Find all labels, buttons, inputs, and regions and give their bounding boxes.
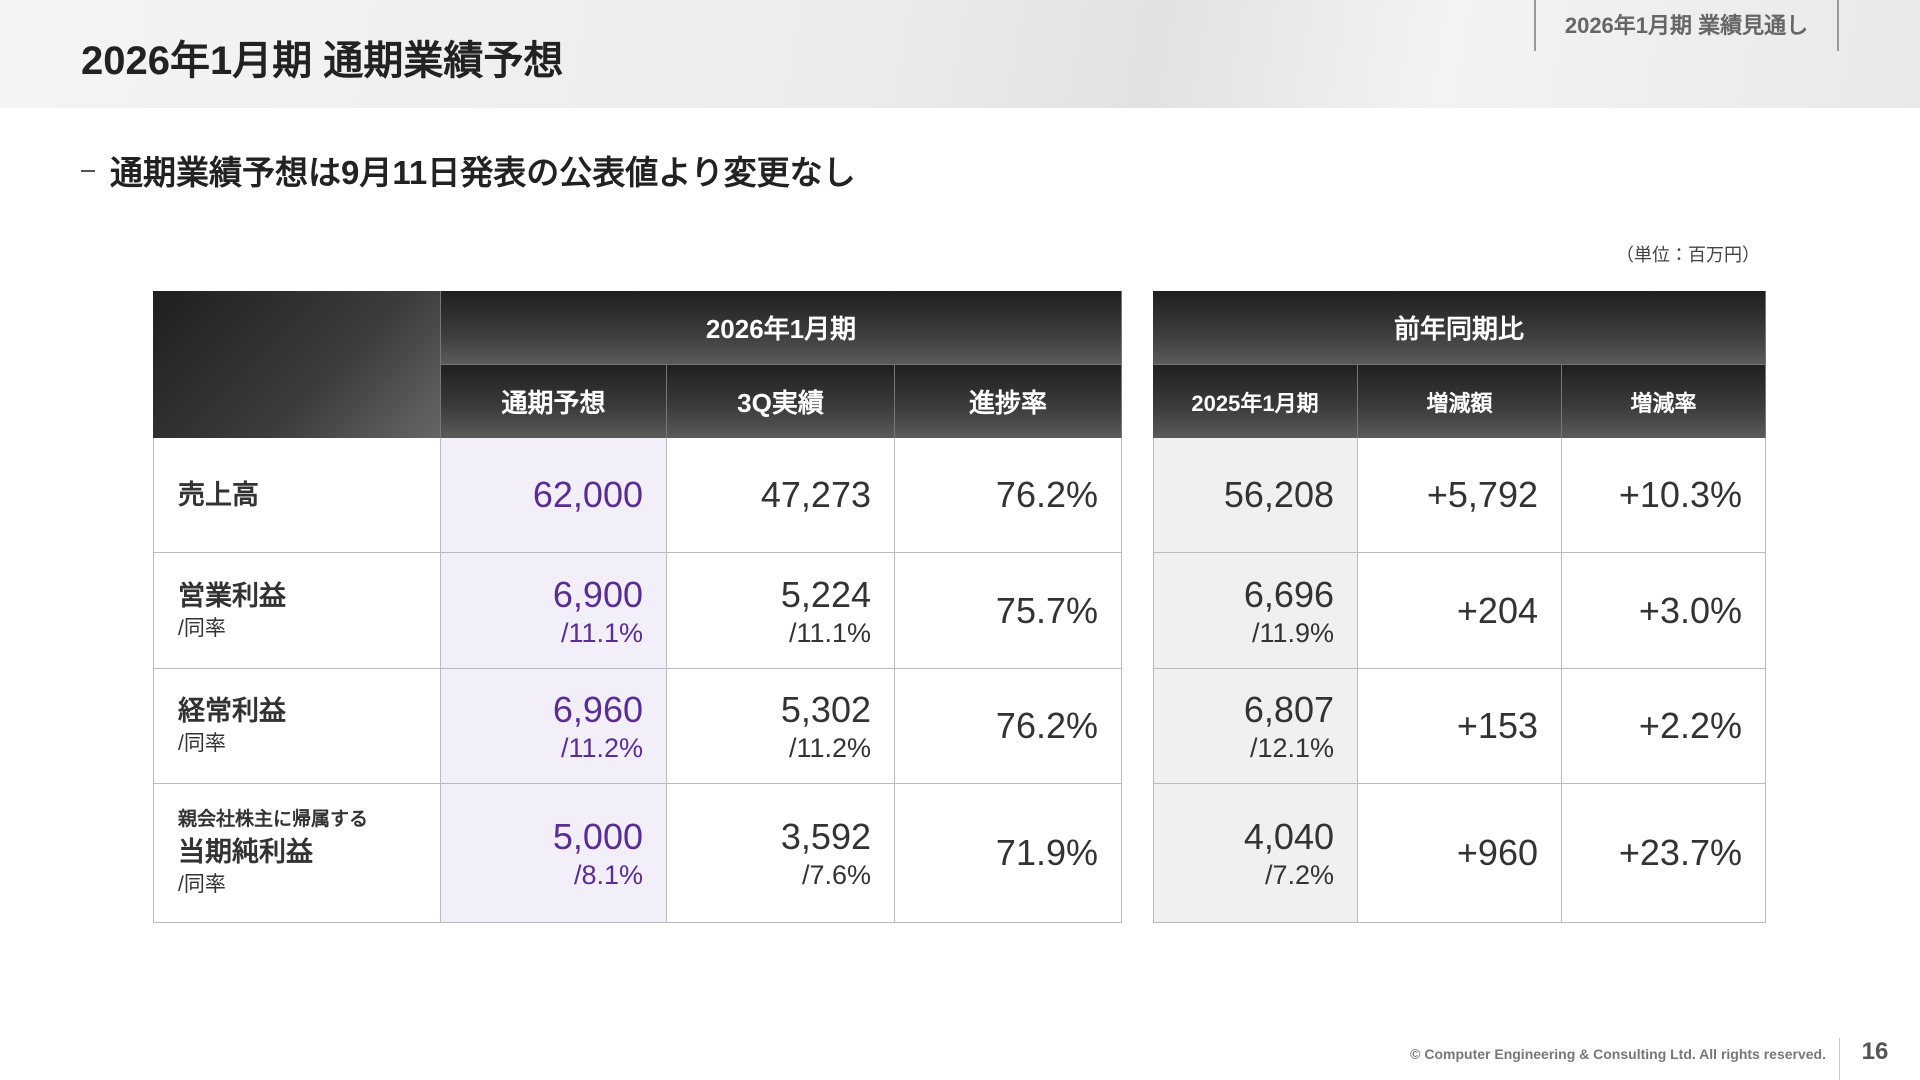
cell-value: +2.2% xyxy=(1638,705,1742,746)
table-cell: 6,696/11.9% xyxy=(1153,553,1358,669)
cell-value: +10.3% xyxy=(1618,474,1742,515)
table-cell: 76.2% xyxy=(895,669,1122,784)
cell-ratio: /11.2% xyxy=(788,733,871,763)
table-cell: +960 xyxy=(1358,784,1562,923)
cell-value: 56,208 xyxy=(1223,474,1334,515)
cell-value: 4,040 xyxy=(1243,816,1334,857)
cell-value: +960 xyxy=(1456,832,1538,873)
row-label-text: 営業利益 xyxy=(178,580,286,611)
cell-value: 6,960 xyxy=(552,689,643,730)
table-cell: 4,040/7.2% xyxy=(1153,784,1358,923)
table-cell: 3,592/7.6% xyxy=(667,784,895,923)
column-header: 増減額 xyxy=(1358,365,1562,438)
group-header: 前年同期比 xyxy=(1153,291,1766,365)
subtitle: 通期業績予想は9月11日発表の公表値より変更なし xyxy=(110,154,856,191)
cell-value: +23.7% xyxy=(1618,832,1742,873)
cell-ratio: /8.1% xyxy=(573,860,643,890)
cell-value: +5,792 xyxy=(1426,474,1538,515)
cell-value: 71.9% xyxy=(995,832,1098,873)
cell-ratio: /11.2% xyxy=(560,733,643,763)
group-header: 2026年1月期 xyxy=(441,291,1122,365)
cell-ratio: /11.9% xyxy=(1251,617,1334,648)
table-cell: 6,807/12.1% xyxy=(1153,669,1358,784)
table-cell: +2.2% xyxy=(1562,669,1766,784)
row-prelabel: 親会社株主に帰属する xyxy=(178,809,369,830)
footer-divider xyxy=(1839,1038,1840,1080)
table-cell: 5,000/8.1% xyxy=(441,784,667,923)
table-cell: 76.2% xyxy=(895,438,1122,553)
row-label-text: 当期純利益 xyxy=(178,837,313,867)
cell-value: 5,224 xyxy=(780,573,871,615)
cell-value: 5,000 xyxy=(552,816,643,857)
cell-value: 6,696 xyxy=(1243,573,1334,615)
table-cell: 5,302/11.2% xyxy=(667,669,895,784)
table-cell: 71.9% xyxy=(895,784,1122,923)
row-label: 売上高 xyxy=(153,438,441,553)
page-number: 16 xyxy=(1861,1038,1889,1065)
cell-ratio: /11.1% xyxy=(788,617,871,648)
cell-ratio: /11.1% xyxy=(560,617,643,648)
table-cell: 75.7% xyxy=(895,553,1122,669)
cell-value: +3.0% xyxy=(1638,589,1742,631)
row-label: 営業利益/同率 xyxy=(153,553,441,669)
table-cell: +204 xyxy=(1358,553,1562,669)
column-header: 通期予想 xyxy=(441,365,667,438)
cell-value: 5,302 xyxy=(780,689,871,730)
table-cell: 6,900/11.1% xyxy=(441,553,667,669)
row-label-text: 売上高 xyxy=(178,480,259,510)
cell-value: +204 xyxy=(1456,589,1538,631)
cell-value: 76.2% xyxy=(995,705,1098,746)
table-cell: 47,273 xyxy=(667,438,895,553)
table-cell: 5,224/11.1% xyxy=(667,553,895,669)
table-cell: +23.7% xyxy=(1562,784,1766,923)
cell-value: 6,900 xyxy=(552,573,643,615)
cell-ratio: /7.6% xyxy=(801,860,871,890)
cell-value: 6,807 xyxy=(1243,689,1334,730)
header-band xyxy=(0,0,1920,108)
cell-value: 3,592 xyxy=(780,816,871,857)
cell-ratio: /12.1% xyxy=(1249,733,1334,763)
unit-note: （単位：百万円） xyxy=(1616,245,1760,265)
title: 2026年1月期 通期業績予想 xyxy=(81,39,564,83)
row-sublabel: /同率 xyxy=(178,732,226,755)
section-tag: 2026年1月期 業績見通し xyxy=(1534,0,1839,51)
row-label: 親会社株主に帰属する当期純利益/同率 xyxy=(153,784,441,923)
table-cell: 56,208 xyxy=(1153,438,1358,553)
cell-value: 62,000 xyxy=(532,474,643,515)
row-sublabel: /同率 xyxy=(178,616,226,640)
table-cell: +153 xyxy=(1358,669,1562,784)
table-cell: 6,960/11.2% xyxy=(441,669,667,784)
bullet xyxy=(81,170,95,172)
table-cell: +3.0% xyxy=(1562,553,1766,669)
column-header: 増減率 xyxy=(1562,365,1766,438)
row-label: 経常利益/同率 xyxy=(153,669,441,784)
cell-ratio: /7.2% xyxy=(1264,860,1334,890)
column-header: 進捗率 xyxy=(895,365,1122,438)
table-cell: +5,792 xyxy=(1358,438,1562,553)
corner-header xyxy=(153,291,441,438)
copyright: © Computer Engineering & Consulting Ltd.… xyxy=(1410,1046,1826,1062)
cell-value: +153 xyxy=(1456,705,1538,746)
cell-value: 76.2% xyxy=(995,474,1098,515)
cell-value: 47,273 xyxy=(760,474,871,515)
table-cell: +10.3% xyxy=(1562,438,1766,553)
column-header: 2025年1月期 xyxy=(1153,365,1358,438)
row-label-text: 経常利益 xyxy=(178,696,286,726)
column-header: 3Q実績 xyxy=(667,365,895,438)
cell-value: 75.7% xyxy=(995,589,1098,631)
table-cell: 62,000 xyxy=(441,438,667,553)
row-sublabel: /同率 xyxy=(178,873,226,896)
